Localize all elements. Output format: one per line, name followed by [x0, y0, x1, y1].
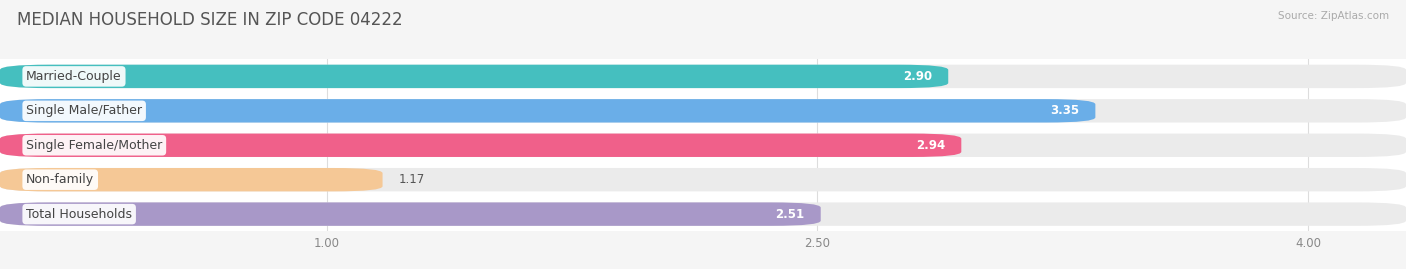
Text: 2.51: 2.51 — [775, 208, 804, 221]
Text: MEDIAN HOUSEHOLD SIZE IN ZIP CODE 04222: MEDIAN HOUSEHOLD SIZE IN ZIP CODE 04222 — [17, 11, 402, 29]
FancyBboxPatch shape — [0, 168, 382, 192]
Text: Married-Couple: Married-Couple — [27, 70, 122, 83]
Text: 1.17: 1.17 — [399, 173, 425, 186]
Text: 2.94: 2.94 — [915, 139, 945, 152]
Text: Total Households: Total Households — [27, 208, 132, 221]
FancyBboxPatch shape — [0, 99, 1095, 123]
Text: Source: ZipAtlas.com: Source: ZipAtlas.com — [1278, 11, 1389, 21]
FancyBboxPatch shape — [0, 202, 1406, 226]
FancyBboxPatch shape — [0, 65, 1406, 88]
Text: 3.35: 3.35 — [1050, 104, 1078, 117]
FancyBboxPatch shape — [0, 133, 1406, 157]
FancyBboxPatch shape — [0, 168, 1406, 192]
Text: Non-family: Non-family — [27, 173, 94, 186]
Text: 2.90: 2.90 — [903, 70, 932, 83]
FancyBboxPatch shape — [0, 65, 948, 88]
Text: Single Female/Mother: Single Female/Mother — [27, 139, 163, 152]
FancyBboxPatch shape — [0, 133, 962, 157]
Text: Single Male/Father: Single Male/Father — [27, 104, 142, 117]
FancyBboxPatch shape — [0, 202, 821, 226]
FancyBboxPatch shape — [0, 99, 1406, 123]
